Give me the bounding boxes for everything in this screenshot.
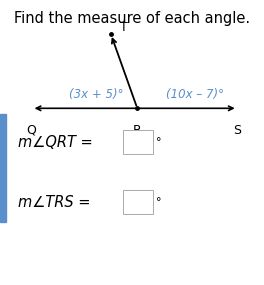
Text: Find the measure of each angle.: Find the measure of each angle. [14,11,250,27]
Text: (3x + 5)°: (3x + 5)° [69,88,124,101]
FancyBboxPatch shape [123,190,153,214]
Text: T: T [120,21,128,34]
Text: m∠QRT =: m∠QRT = [18,135,93,150]
Text: (10x – 7)°: (10x – 7)° [166,88,224,101]
Text: R: R [133,124,142,137]
FancyBboxPatch shape [123,130,153,154]
Text: °: ° [156,137,161,148]
Text: °: ° [156,197,161,207]
Bar [0,114,6,222]
Text: Q: Q [27,124,37,137]
Text: S: S [234,124,242,137]
Text: m∠TRS =: m∠TRS = [18,195,91,210]
